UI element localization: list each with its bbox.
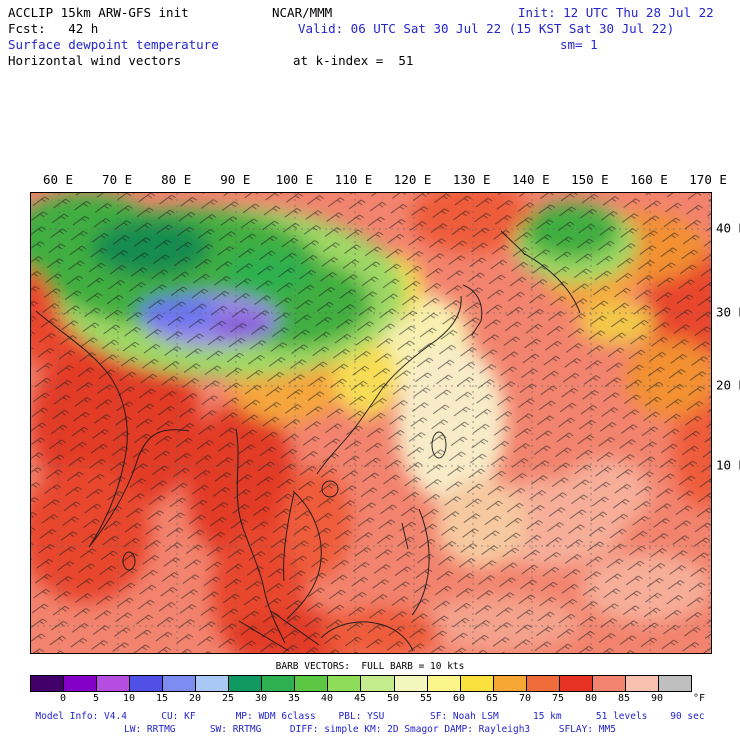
colorbar-cell [97, 676, 131, 691]
colorbar-ticks: °F 0 5 10 15 20 25 30 35 40 45 50 55 60 65 70 75 80 85 90 [30, 693, 710, 706]
lat-label: 30 N [716, 304, 740, 320]
lat-label: 40 N [716, 220, 740, 236]
colorbar-cell [361, 676, 395, 691]
colorbar-tick: 60 [452, 693, 466, 704]
lon-label: 150 E [571, 172, 609, 187]
colorbar-cell [460, 676, 494, 691]
colorbar-cell [592, 676, 626, 691]
colorbar-tick: 75 [551, 693, 565, 704]
lon-label: 100 E [275, 172, 314, 187]
colorbar-tick: 45 [353, 693, 367, 704]
colorbar-cell [559, 676, 593, 691]
colorbar-tick: 85 [617, 693, 631, 704]
colorbar-cell [31, 676, 65, 691]
lon-label: 130 E [452, 172, 491, 187]
lon-label: 90 E [220, 172, 251, 187]
lon-label: 140 E [511, 172, 550, 187]
org-title: NCAR/MMM [272, 5, 333, 20]
colorbar-tick: 50 [386, 693, 400, 704]
field-title: Surface dewpoint temperature [8, 37, 219, 52]
lat-label: 10 N [716, 457, 740, 473]
wind-barbs-pattern [31, 193, 711, 653]
colorbar-tick: 35 [287, 693, 301, 704]
model-title: ACCLIP 15km ARW-GFS init [8, 5, 189, 20]
lon-axis: 60 E 70 E 80 E 90 E 100 E 110 E 120 E 130 E 140 … [30, 172, 727, 188]
lon-label: 170 E [689, 172, 727, 187]
colorbar-tick: 10 [122, 693, 136, 704]
map-canvas [31, 193, 711, 653]
colorbar-tick: 15 [155, 693, 169, 704]
forecast-hour-label: Fcst: 42 h [8, 21, 99, 36]
colorbar-cell [526, 676, 560, 691]
lon-label: 110 E [334, 172, 373, 187]
colorbar-cell [427, 676, 461, 691]
colorbar-cell [64, 676, 98, 691]
colorbar-tick: 0 [59, 693, 67, 704]
model-info-line1: Model Info: V4.4 CU: KF MP: WDM 6class P… [35, 711, 705, 722]
colorbar-cell [295, 676, 329, 691]
colorbar-tick: 20 [188, 693, 202, 704]
colorbar-cell [229, 676, 263, 691]
colorbar-cell [163, 676, 197, 691]
lon-label: 160 E [630, 172, 668, 187]
lat-label: 20 N [716, 377, 740, 393]
colorbar-tick: 5 [92, 693, 100, 704]
colorbar-tick: 55 [419, 693, 433, 704]
lon-label: 60 E [42, 172, 74, 187]
colorbar-cell [196, 676, 230, 691]
colorbar-cell [328, 676, 362, 691]
init-time-label: Init: 12 UTC Thu 28 Jul 22 [518, 5, 714, 20]
barb-vectors-note: BARB VECTORS: FULL BARB = 10 kts [275, 661, 465, 672]
colorbar-tick: 40 [320, 693, 334, 704]
colorbar-cell [625, 676, 659, 691]
colorbar-cell [658, 676, 691, 691]
colorbar-tick: 70 [518, 693, 532, 704]
colorbar-tick: 65 [485, 693, 499, 704]
lon-label: 120 E [393, 172, 432, 187]
smoothing-label: sm= 1 [560, 37, 598, 52]
lat-axis: 40 N 30 N 20 N 10 N [716, 192, 740, 652]
vector-title: Horizontal wind vectors [8, 53, 182, 68]
colorbar-tick: 80 [584, 693, 598, 704]
colorbar-tick: 30 [254, 693, 268, 704]
colorbar-tick: 25 [221, 693, 235, 704]
model-info-line2: LW: RRTMG SW: RRTMG DIFF: simple KM: 2D … [124, 724, 616, 735]
colorbar-cell [493, 676, 527, 691]
valid-time-label: Valid: 06 UTC Sat 30 Jul 22 (15 KST Sat … [298, 21, 675, 36]
colorbar-cell [394, 676, 428, 691]
lon-label: 70 E [102, 172, 133, 187]
colorbar-unit: °F [693, 693, 706, 704]
map-panel [30, 192, 712, 654]
colorbar-cell [130, 676, 164, 691]
k-index-label: at k-index = 51 [293, 53, 414, 68]
colorbar-cell [262, 676, 296, 691]
colorbar [30, 675, 692, 692]
lon-label: 80 E [161, 172, 192, 187]
colorbar-tick: 90 [650, 693, 664, 704]
